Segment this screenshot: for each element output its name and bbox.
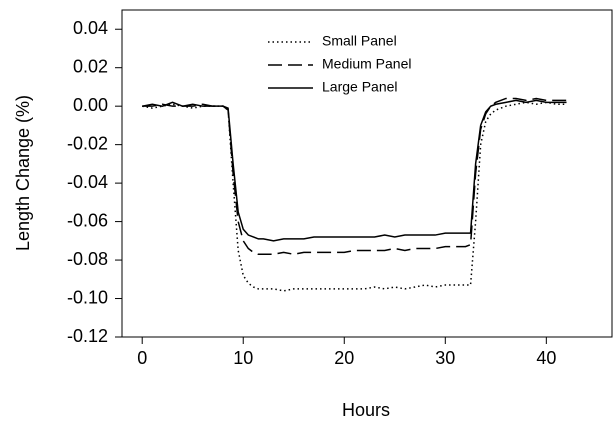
plot-frame [121, 9, 613, 338]
y-tick-label: -0.02 [67, 133, 108, 153]
x-tick-label: 20 [334, 348, 354, 368]
y-tick-label: -0.08 [67, 249, 108, 269]
y-axis-label: Length Change (%) [13, 95, 33, 251]
legend-label: Medium Panel [322, 56, 412, 72]
x-tick-label: 40 [536, 348, 556, 368]
y-tick-label: -0.06 [67, 210, 108, 230]
y-tick-label: 0.02 [73, 56, 108, 76]
x-tick-label: 0 [137, 348, 147, 368]
x-tick-label: 10 [233, 348, 253, 368]
y-tick-label: 0.04 [73, 18, 108, 38]
y-tick-label: -0.12 [67, 326, 108, 346]
x-tick-label: 30 [435, 348, 455, 368]
legend-label: Small Panel [322, 33, 397, 49]
data-line [142, 97, 567, 256]
data-line [142, 99, 567, 242]
data-line [142, 101, 567, 292]
x-axis-label: Hours [342, 400, 390, 420]
y-tick-label: -0.04 [67, 172, 108, 192]
y-tick-label: 0.00 [73, 95, 108, 115]
y-tick-label: -0.10 [67, 287, 108, 307]
legend-label: Large Panel [322, 79, 398, 95]
